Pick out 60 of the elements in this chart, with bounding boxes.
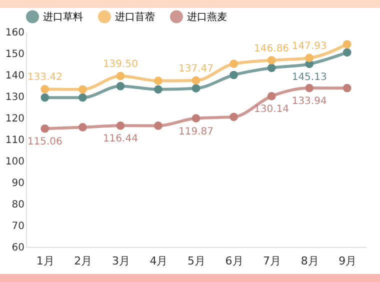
x-tick-label: 3月	[112, 254, 130, 268]
point	[78, 123, 87, 132]
point	[192, 76, 200, 85]
legend-label: 进口苜蓿	[115, 10, 155, 23]
point	[305, 84, 314, 92]
data-label: 116.44	[102, 134, 138, 145]
point	[78, 85, 87, 94]
point	[116, 72, 125, 80]
point	[267, 56, 276, 64]
point	[116, 82, 125, 90]
point	[154, 85, 162, 94]
point	[40, 84, 50, 94]
x-tick-label: 8月	[300, 254, 319, 268]
y-tick-label: 140	[5, 70, 24, 82]
x-tick-label: 6月	[225, 254, 244, 268]
y-tick-label: 70	[12, 221, 24, 232]
data-label: 137.47	[178, 63, 214, 74]
x-tick-label: 1月	[36, 254, 54, 268]
x-tick-label: 5月	[188, 254, 206, 268]
y-tick-label: 130	[5, 92, 24, 103]
data-label: 147.93	[292, 40, 327, 52]
data-label: 119.87	[178, 126, 214, 138]
y-tick-label: 110	[5, 135, 24, 146]
point	[154, 76, 162, 85]
point	[267, 64, 276, 72]
point	[40, 124, 50, 133]
point	[267, 92, 276, 100]
data-label: 115.06	[27, 136, 62, 148]
y-tick-label: 160	[5, 28, 24, 38]
x-tick-label: 9月	[338, 254, 357, 268]
point	[40, 93, 50, 102]
point	[116, 121, 125, 130]
point	[192, 114, 200, 122]
x-tick-label: 2月	[74, 254, 92, 268]
data-label: 130.14	[254, 104, 290, 116]
point	[305, 54, 314, 62]
point	[342, 84, 352, 92]
x-tick-label: 4月	[150, 254, 168, 268]
legend-label: 进口燕麦	[187, 10, 227, 23]
point	[154, 122, 162, 130]
point	[342, 40, 352, 48]
point	[230, 70, 238, 80]
legend-label: 进口草料	[43, 10, 83, 23]
data-label: 133.42	[27, 72, 62, 84]
point	[342, 48, 352, 57]
point	[230, 60, 238, 68]
data-label: 139.50	[102, 59, 138, 70]
data-label: 133.94	[292, 96, 327, 108]
x-tick-label: 7月	[263, 254, 282, 268]
y-tick-label: 150	[5, 49, 24, 60]
y-tick-label: 100	[5, 156, 24, 168]
point	[230, 112, 238, 122]
data-label: 145.13	[292, 72, 327, 83]
y-tick-label: 60	[12, 242, 24, 254]
point	[78, 93, 87, 102]
data-label: 146.86	[254, 43, 290, 54]
y-tick-label: 80	[12, 200, 24, 210]
y-tick-label: 120	[5, 114, 24, 124]
y-tick-label: 90	[12, 178, 24, 189]
point	[192, 84, 200, 93]
